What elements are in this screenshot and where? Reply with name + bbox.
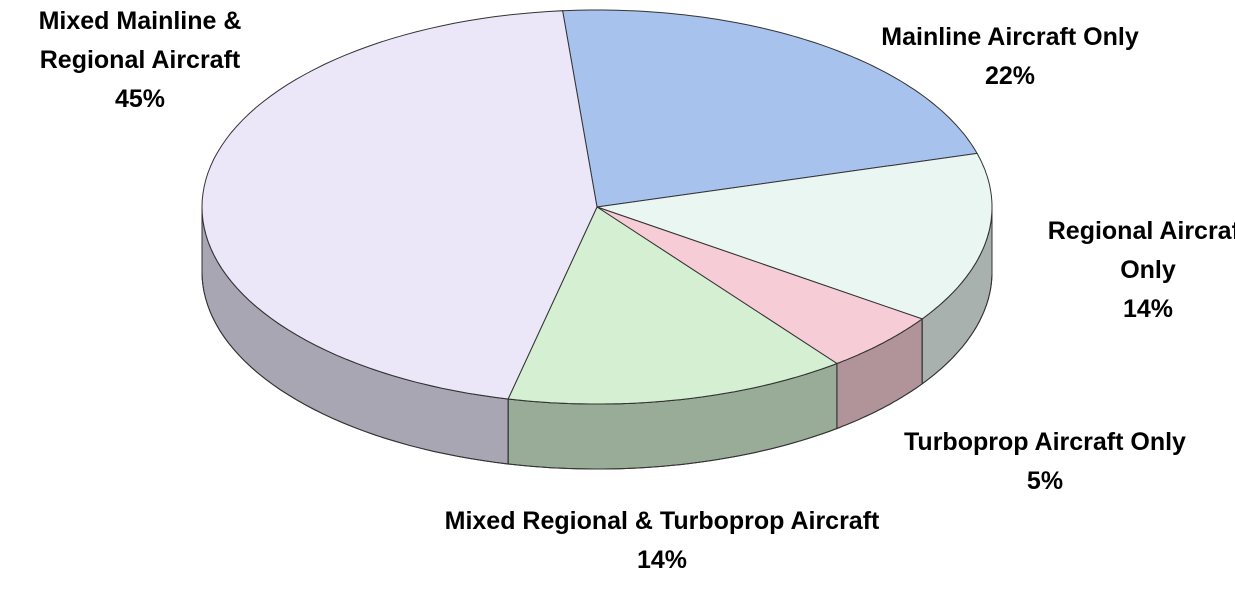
value-label: 14% [636,546,688,574]
category-label: Mixed Mainline & Regional Aircraft [38,7,242,74]
value-label: 45% [114,85,166,113]
category-label: Mainline Aircraft Only [881,23,1139,51]
slice-label: Regional Aircraft Only 14% [1043,212,1235,329]
value-label: 22% [984,62,1036,90]
value-label: 14% [1122,295,1174,323]
value-label: 5% [1026,467,1064,495]
category-label: Turboprop Aircraft Only [904,428,1186,456]
slice [201,10,598,400]
slice-label: Turboprop Aircraft Only 5% [895,423,1195,501]
slice [562,9,978,208]
slice [507,206,839,405]
category-label: Mixed Regional & Turboprop Aircraft [444,507,880,535]
category-label: Regional Aircraft Only [1047,217,1235,284]
slice-label: Mainline Aircraft Only 22% [875,18,1145,96]
slice-label: Mixed Regional & Turboprop Aircraft 14% [422,502,902,580]
slice-label: Mixed Mainline & Regional Aircraft 45% [0,2,280,119]
slice [596,206,924,365]
slice [596,152,993,320]
